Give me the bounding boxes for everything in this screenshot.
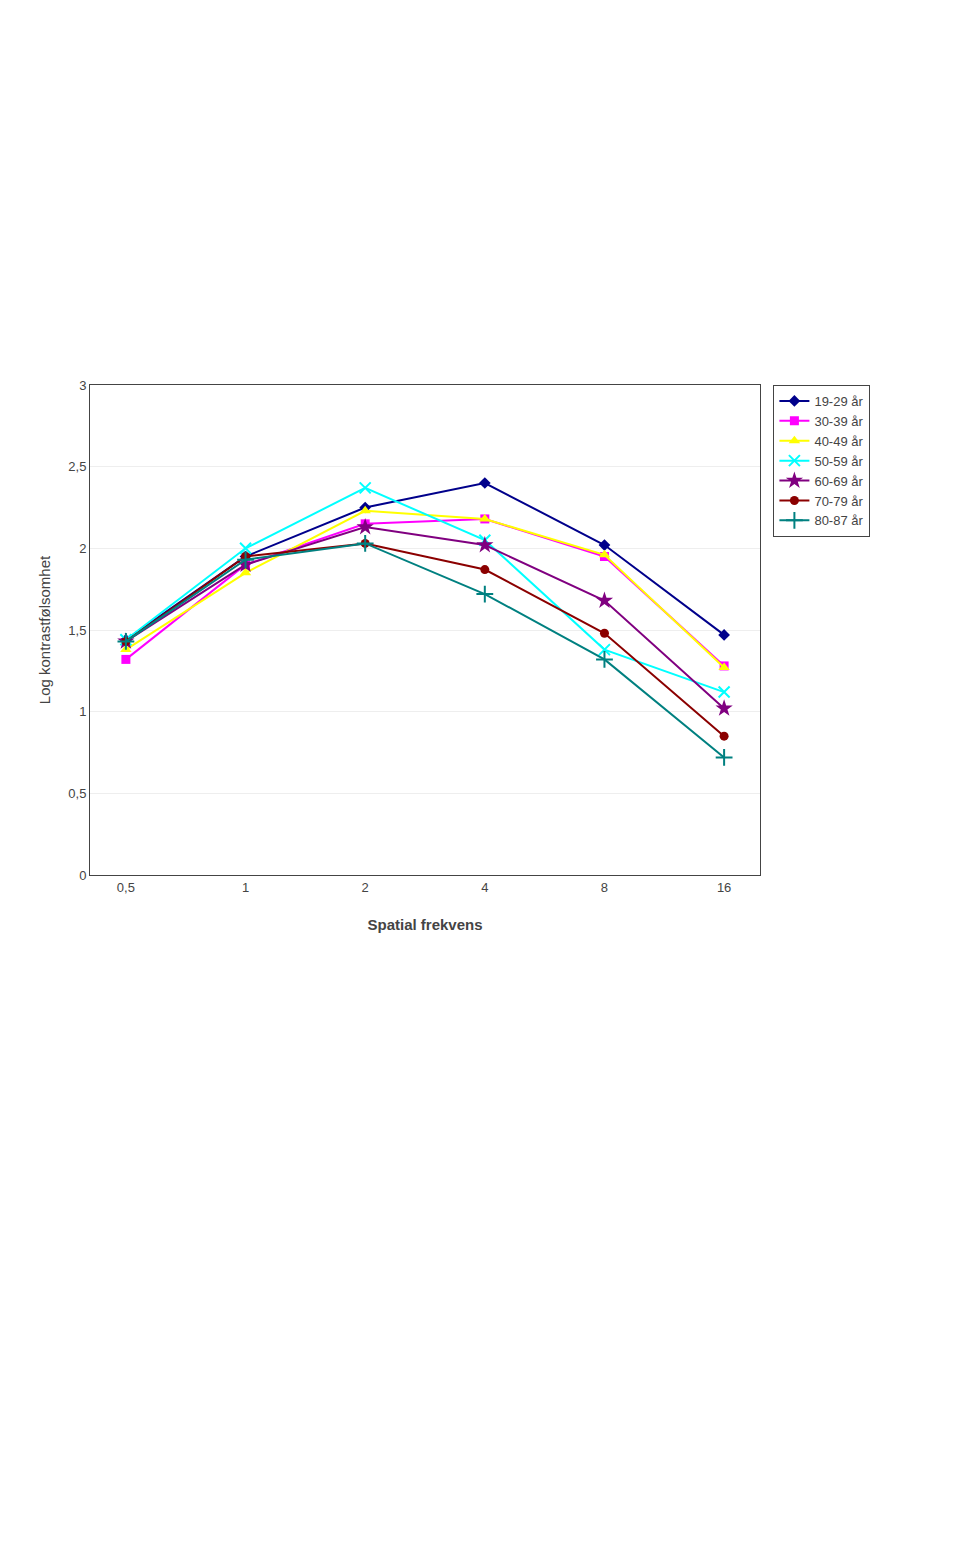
svg-text:1: 1 (242, 880, 249, 895)
svg-text:0,5: 0,5 (117, 880, 135, 895)
svg-text:Spatial frekvens: Spatial frekvens (367, 916, 482, 933)
svg-text:80-87 år: 80-87 år (814, 513, 863, 528)
svg-text:0: 0 (79, 868, 86, 883)
svg-text:1,5: 1,5 (68, 623, 86, 638)
svg-text:Log kontrastfølsomhet: Log kontrastfølsomhet (36, 555, 53, 704)
svg-text:40-49 år: 40-49 år (814, 434, 863, 449)
svg-text:8: 8 (601, 880, 608, 895)
svg-text:16: 16 (717, 880, 731, 895)
svg-text:4: 4 (481, 880, 488, 895)
svg-text:30-39 år: 30-39 år (814, 414, 863, 429)
svg-text:2: 2 (79, 541, 86, 556)
svg-text:2: 2 (362, 880, 369, 895)
svg-text:60-69 år: 60-69 år (814, 474, 863, 489)
svg-text:2,5: 2,5 (68, 459, 86, 474)
svg-text:3: 3 (79, 378, 86, 393)
svg-text:0,5: 0,5 (68, 786, 86, 801)
svg-text:19-29 år: 19-29 år (814, 394, 863, 409)
svg-text:50-59 år: 50-59 år (814, 454, 863, 469)
svg-text:70-79 år: 70-79 år (814, 494, 863, 509)
svg-text:1: 1 (79, 704, 86, 719)
